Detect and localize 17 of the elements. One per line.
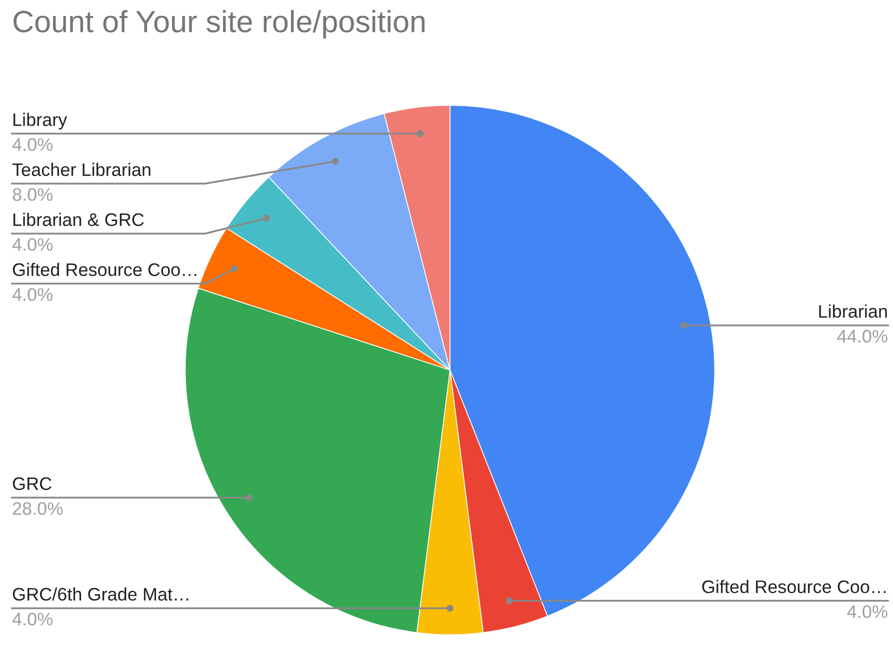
slice-label: Teacher Librarian <box>12 162 150 176</box>
slice-label: Library <box>13 112 68 130</box>
data-label: 4.0% <box>12 288 53 301</box>
slice-label: GRC <box>12 477 52 490</box>
slice-label: Librarian <box>819 304 887 318</box>
slice-label: Gifted Resource Coo… <box>12 262 196 276</box>
slice-label: GRC/6th Grade Mat… <box>12 587 188 601</box>
slice-label: Gifted Resource Coo… <box>702 580 886 594</box>
data-label: 28.0% <box>12 502 63 515</box>
data-label: 4.0% <box>847 605 888 618</box>
data-label: 4.0% <box>12 138 53 151</box>
data-label: 44.0% <box>837 330 888 343</box>
data-label: 4.0% <box>12 238 53 251</box>
data-label: 4.0% <box>12 612 53 626</box>
data-label: 8.0% <box>12 188 53 201</box>
chart-title: Count of Your site role/position <box>14 10 425 38</box>
slice-label: Librarian & GRC <box>13 212 144 226</box>
